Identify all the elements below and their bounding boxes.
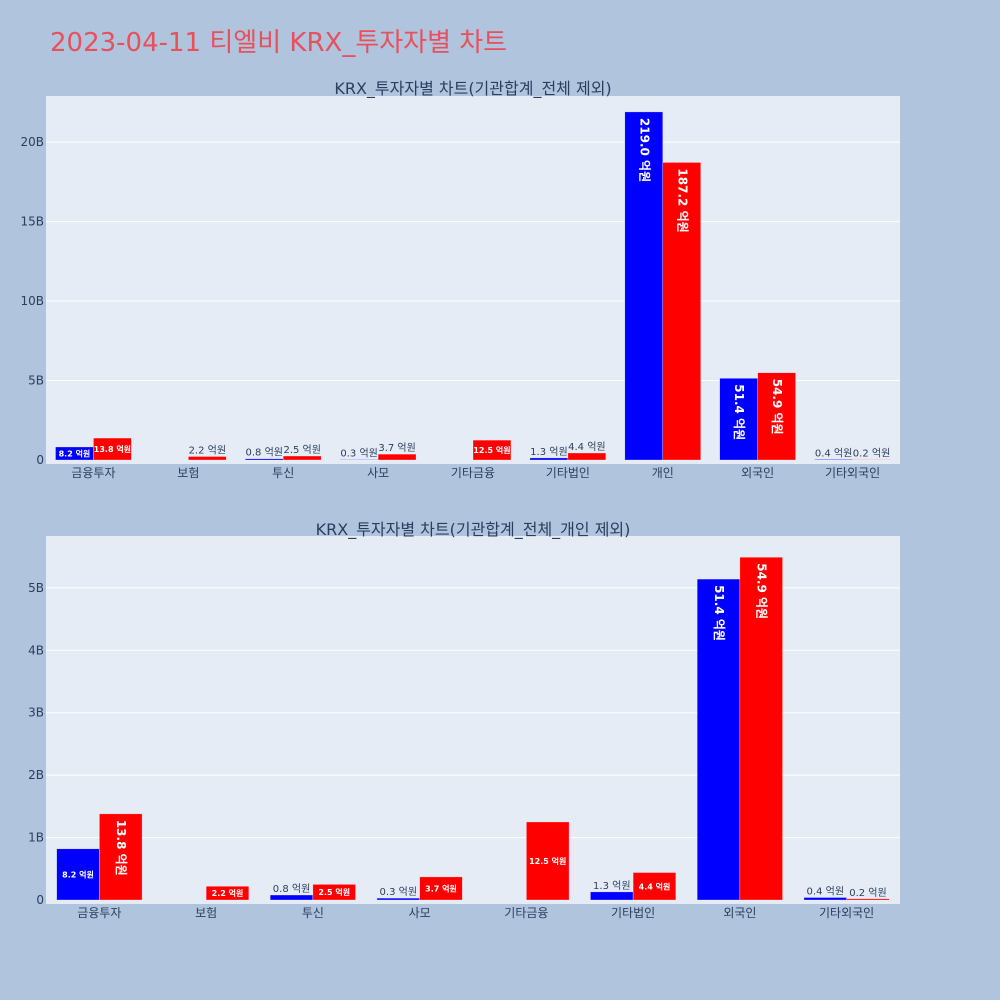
data-label: 12.5 억원: [529, 856, 566, 866]
y-tick-label: 20B: [20, 135, 44, 149]
bar: [269, 894, 314, 901]
bar: [526, 821, 570, 901]
data-label: 0.8 억원: [246, 447, 283, 459]
x-tick-label: 기타법인: [611, 906, 655, 920]
y-tick-label: 1B: [28, 831, 44, 845]
x-tick-label: 보험: [177, 466, 199, 480]
chart-title: KRX_투자자별 차트(기관합계_전체 제외): [334, 79, 611, 99]
bar: [632, 872, 677, 901]
data-label: 1.3 억원: [530, 446, 567, 458]
data-label: 13.8 억원: [114, 820, 128, 876]
bar: [846, 898, 890, 901]
y-tick-label: 3B: [28, 706, 44, 720]
page-title: 2023-04-11 티엘비 KRX_투자자별 차트: [50, 28, 508, 58]
data-label: 2.2 억원: [212, 888, 244, 898]
bar: [662, 162, 701, 461]
x-tick-label: 기타법인: [546, 466, 590, 480]
data-label: 4.4 억원: [639, 881, 671, 891]
bar: [419, 876, 463, 901]
bar: [624, 111, 664, 461]
bar: [719, 378, 758, 461]
bar: [245, 458, 284, 461]
bar: [529, 457, 569, 461]
x-tick-label: 보험: [195, 906, 217, 920]
data-label: 13.8 억원: [94, 444, 131, 454]
x-tick-label: 사모: [409, 906, 431, 920]
x-tick-label: 투신: [302, 906, 324, 920]
bar: [472, 439, 512, 461]
data-label: 187.2 억원: [675, 168, 689, 232]
data-label: 3.7 억원: [425, 883, 457, 893]
data-label: 2.5 억원: [283, 444, 320, 456]
bar: [93, 437, 132, 461]
data-label: 4.4 억원: [568, 441, 605, 453]
y-tick-label: 0: [36, 453, 44, 467]
data-label: 54.9 억원: [770, 379, 784, 435]
x-tick-label: 외국인: [741, 466, 774, 480]
bar: [282, 455, 322, 461]
y-tick-label: 4B: [28, 643, 44, 657]
data-label: 51.4 억원: [712, 585, 726, 641]
data-label: 1.3 억원: [593, 880, 630, 892]
chart-bottom: 0 1B 2B 3B 4B 5B KRX_투자자별 차트(기관합계_전체_개인 제외) 금융투…: [28, 520, 900, 920]
data-label: 219.0 억원: [637, 118, 651, 182]
y-tick-label: 0: [36, 893, 44, 907]
data-label: 8.2 억원: [59, 448, 91, 458]
x-tick-label: 금융투자: [77, 906, 121, 920]
x-tick-label: 외국인: [723, 906, 756, 920]
bar: [56, 848, 100, 901]
y-tick-label: 2B: [28, 768, 44, 782]
bar: [377, 453, 417, 461]
chart-top: 0 5B 10B 15B 20B KRX_투자자별 차트(기관합계_전체 제외) 금융투자 8…: [20, 79, 900, 480]
x-tick-label: 금융투자: [71, 466, 115, 480]
y-tick-label: 15B: [20, 215, 44, 229]
bar: [803, 897, 847, 901]
x-tick-label: 기타외국인: [825, 466, 880, 480]
data-label: 0.4 억원: [807, 886, 844, 898]
x-tick-label: 기타금융: [504, 906, 548, 920]
y-tick-label: 5B: [28, 374, 44, 388]
bar: [696, 578, 741, 901]
bar: [205, 886, 250, 901]
data-label: 51.4 억원: [732, 384, 746, 440]
data-label: 0.8 억원: [273, 883, 310, 895]
x-tick-label: 기타금융: [451, 466, 495, 480]
bar: [739, 556, 783, 901]
data-label: 2.2 억원: [189, 445, 226, 457]
chart-title: KRX_투자자별 차트(기관합계_전체_개인 제외): [316, 520, 631, 540]
bar: [188, 456, 227, 461]
bar: [757, 372, 796, 461]
bar: [376, 897, 420, 901]
bar: [590, 891, 634, 901]
x-tick-label: 투신: [272, 466, 294, 480]
x-tick-label: 기타외국인: [819, 906, 874, 920]
bar: [99, 813, 143, 901]
data-label: 54.9 억원: [755, 563, 769, 619]
data-label: 3.7 억원: [378, 442, 415, 454]
data-label: 0.2 억원: [853, 448, 890, 460]
bar: [312, 884, 356, 901]
y-tick-label: 10B: [20, 294, 44, 308]
data-label: 8.2 억원: [62, 869, 94, 879]
data-label: 0.4 억원: [815, 447, 852, 459]
x-tick-label: 사모: [367, 466, 389, 480]
bar: [814, 459, 853, 461]
data-label: 12.5 억원: [473, 445, 510, 455]
y-tick-label: 5B: [28, 581, 44, 595]
data-label: 0.2 억원: [849, 887, 886, 899]
bar: [567, 452, 607, 461]
data-label: 2.5 억원: [318, 887, 350, 897]
data-label: 0.3 억원: [340, 448, 377, 460]
data-label: 0.3 억원: [380, 886, 417, 898]
x-tick-label: 개인: [652, 466, 674, 480]
